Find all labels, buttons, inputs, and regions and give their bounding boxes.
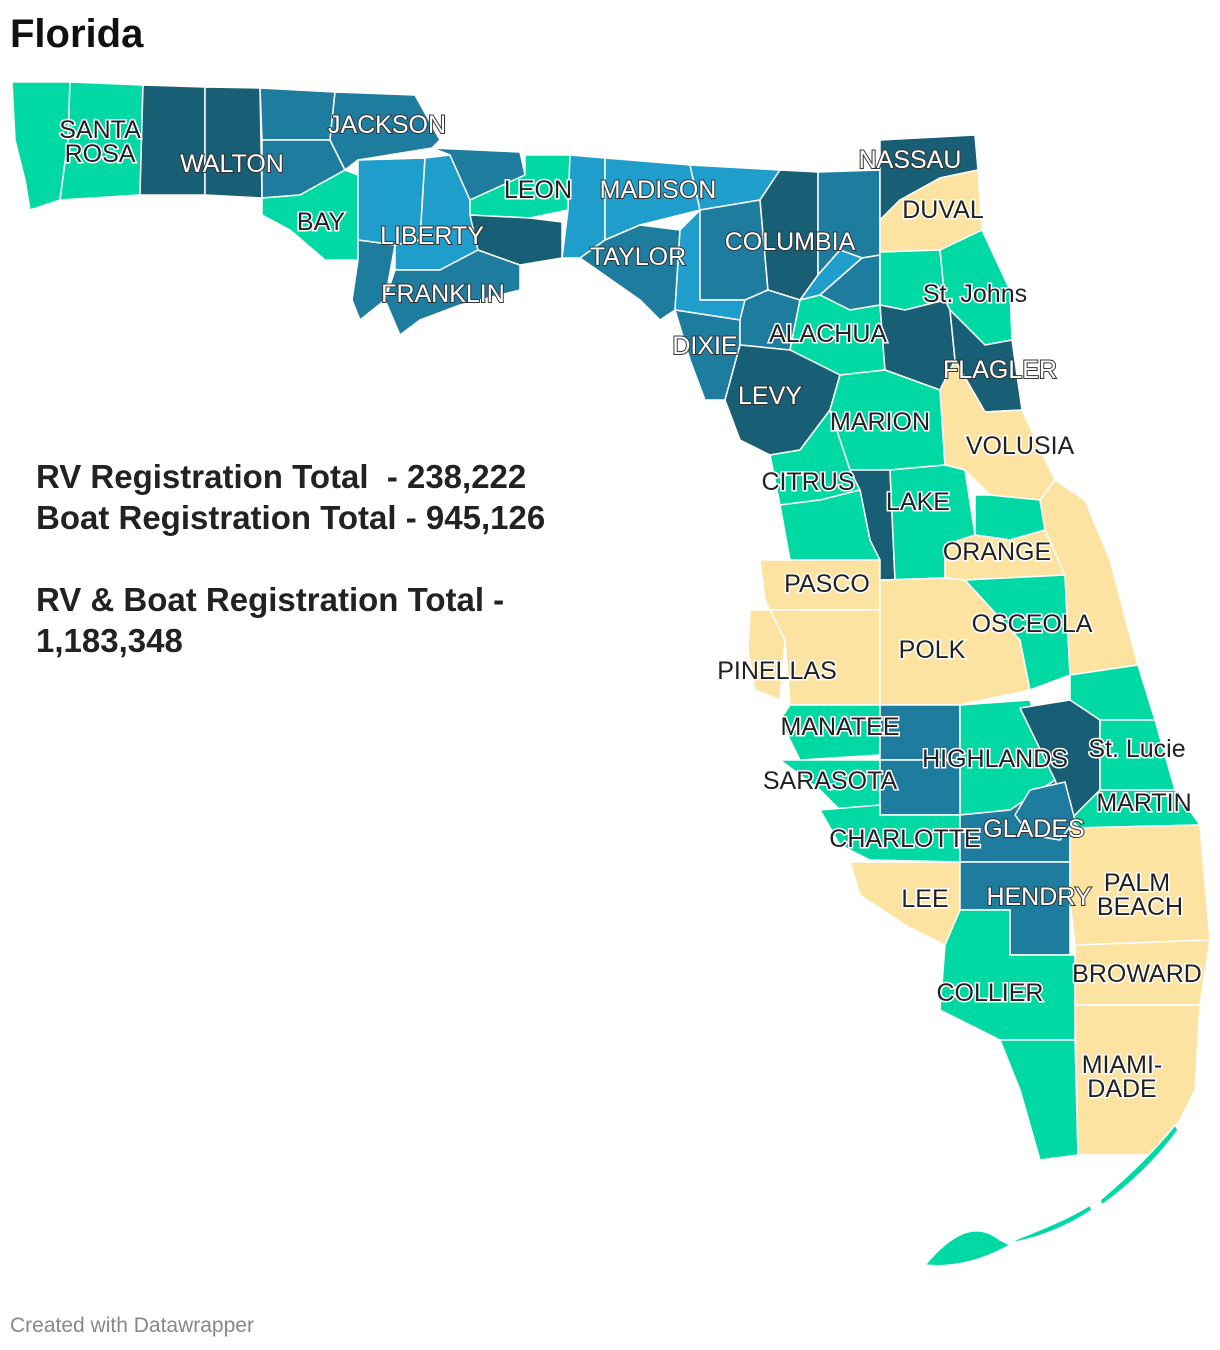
label-franklin: FRANKLIN (381, 280, 505, 308)
county-holmes[interactable] (259, 87, 336, 141)
county-manatee[interactable] (779, 704, 881, 761)
label-highlands: HIGHLANDS (922, 745, 1068, 773)
label-osceola: OSCEOLA (972, 610, 1093, 638)
label-columbia: COLUMBIA (725, 228, 856, 256)
label-st-lucie: St. Lucie (1088, 735, 1185, 763)
county-monroe[interactable] (999, 1039, 1079, 1161)
label-santa-rosa-2: ROSA (65, 140, 136, 168)
county-walton[interactable] (204, 86, 263, 199)
label-taylor: TAYLOR (590, 243, 686, 271)
map-title: Florida (10, 12, 144, 56)
county-franklin[interactable] (384, 249, 521, 336)
florida-keys (924, 1124, 1179, 1267)
label-volusia: VOLUSIA (966, 432, 1075, 460)
label-duval: DUVAL (902, 196, 984, 224)
label-bay: BAY (297, 208, 345, 236)
label-st-johns: St. Johns (923, 280, 1027, 308)
stats-spacer (36, 538, 545, 579)
label-charlotte: CHARLOTTE (829, 825, 980, 853)
label-walton: WALTON (180, 150, 284, 178)
county-martin[interactable] (1069, 789, 1201, 829)
label-lee: LEE (901, 885, 948, 913)
label-glades: GLADES (983, 815, 1084, 843)
label-nassau: NASSAU (859, 146, 962, 174)
label-liberty: LIBERTY (380, 222, 484, 250)
label-polk: POLK (899, 636, 966, 664)
county-taylor[interactable] (579, 224, 681, 321)
combined-total-label: RV & Boat Registration Total - (36, 581, 505, 618)
label-miami-dade: MIAMI- (1082, 1051, 1163, 1079)
county-madison[interactable] (604, 157, 701, 241)
label-pinellas: PINELLAS (717, 657, 837, 685)
label-collier: COLLIER (937, 979, 1044, 1007)
lake-okeechobee (1014, 781, 1076, 841)
label-lake: LAKE (886, 488, 950, 516)
label-santa-rosa: SANTA (59, 116, 141, 144)
county-osceola[interactable] (964, 574, 1071, 691)
label-sarasota: SARASOTA (763, 767, 898, 795)
label-broward: BROWARD (1072, 960, 1202, 988)
county-santa-rosa[interactable] (59, 81, 144, 201)
label-dixie: DIXIE (672, 332, 737, 360)
county-okaloosa[interactable] (139, 84, 206, 196)
county-jackson[interactable] (329, 91, 441, 171)
label-hendry: HENDRY (986, 883, 1091, 911)
label-leon: LEON (504, 176, 572, 204)
boat-total: Boat Registration Total - 945,126 (36, 499, 546, 536)
county-miami-dade[interactable] (1074, 1004, 1201, 1156)
label-levy: LEVY (738, 382, 802, 410)
label-orange: ORANGE (943, 538, 1051, 566)
datawrapper-credit[interactable]: Created with Datawrapper (10, 1314, 254, 1337)
label-alachua: ALACHUA (769, 320, 887, 348)
label-martin: MARTIN (1096, 789, 1191, 817)
label-marion: MARION (830, 408, 930, 436)
label-pasco: PASCO (784, 570, 870, 598)
rv-total: RV Registration Total - 238,222 (36, 458, 527, 495)
registration-totals: RV Registration Total - 238,222 Boat Reg… (36, 456, 545, 661)
label-flagler: FLAGLER (943, 356, 1057, 384)
label-madison: MADISON (600, 176, 717, 204)
label-manatee: MANATEE (781, 713, 900, 741)
label-citrus: CITRUS (761, 468, 854, 496)
label-palm-beach: PALM (1104, 869, 1170, 897)
label-miami-dade-2: DADE (1087, 1075, 1156, 1103)
label-palm-beach-2: BEACH (1097, 893, 1183, 921)
combined-total-value: 1,183,348 (36, 622, 183, 659)
label-jackson: JACKSON (328, 111, 446, 139)
